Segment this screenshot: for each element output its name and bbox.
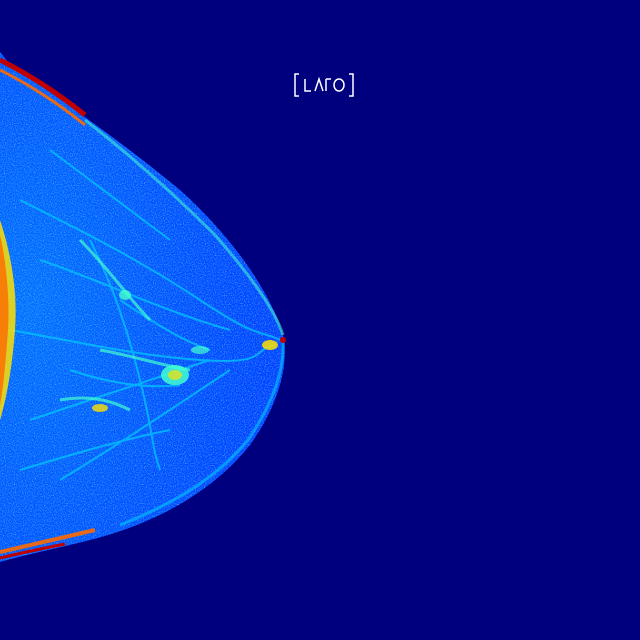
orientation-marker [294,73,354,97]
breast-tissue [0,52,286,562]
